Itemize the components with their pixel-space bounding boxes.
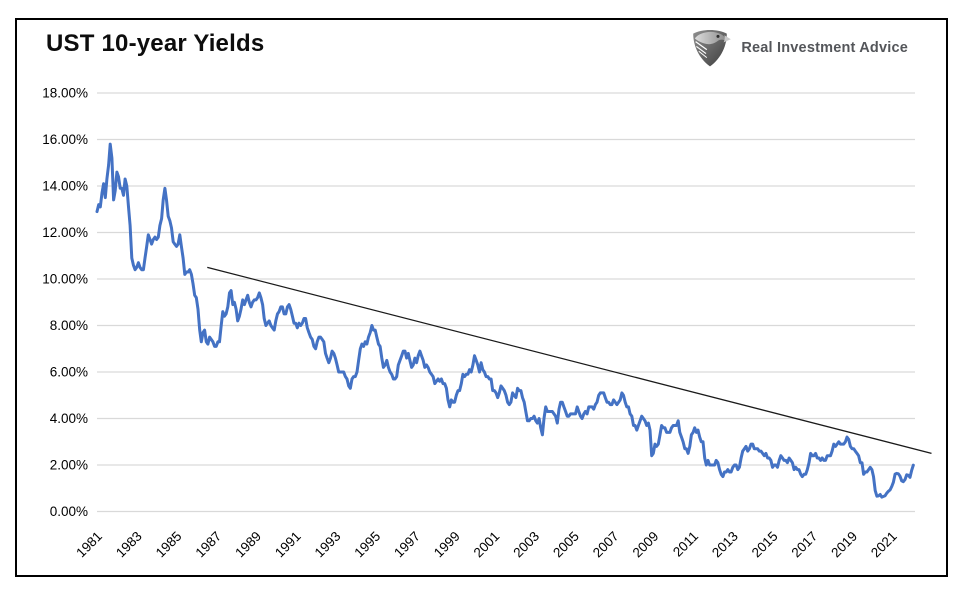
x-axis-tick-label: 2005 [550, 529, 582, 561]
x-axis-tick-label: 1999 [431, 529, 463, 561]
y-axis-tick-label: 0.00% [50, 504, 88, 519]
x-axis-tick-label: 1993 [312, 529, 344, 561]
chart-frame [15, 18, 948, 577]
x-axis-tick-label: 2011 [670, 529, 701, 560]
x-axis-tick-label: 1981 [73, 529, 105, 561]
x-axis-tick-label: 2007 [590, 529, 622, 561]
x-axis-tick-label: 2013 [709, 529, 741, 561]
x-axis-tick-label: 1989 [232, 529, 264, 561]
x-axis-tick-label: 2017 [789, 529, 821, 561]
eagle-shield-icon [689, 28, 732, 68]
x-axis-tick-label: 1991 [272, 529, 304, 561]
y-axis-tick-label: 18.00% [42, 86, 88, 101]
x-axis-tick-label: 2009 [630, 529, 662, 561]
x-axis-tick-label: 2001 [471, 529, 503, 561]
y-axis-tick-label: 6.00% [50, 365, 88, 380]
yield-line [95, 142, 915, 499]
x-axis-tick-label: 2003 [510, 529, 542, 561]
x-axis-tick-label: 1987 [192, 529, 224, 561]
y-axis-tick-label: 16.00% [42, 132, 88, 147]
x-axis-tick-label: 1985 [153, 529, 185, 561]
x-axis-tick-label: 1995 [351, 529, 383, 561]
x-axis-tick-label: 2015 [749, 529, 781, 561]
chart-title: UST 10-year Yields [46, 30, 265, 57]
y-axis-tick-label: 8.00% [50, 318, 88, 333]
x-axis-tick-label: 2019 [828, 529, 860, 561]
logo-text: Real Investment Advice [741, 40, 908, 56]
trendline [207, 266, 932, 455]
x-axis-tick-label: 1983 [113, 529, 145, 561]
y-axis-tick-label: 4.00% [50, 411, 88, 426]
y-axis-tick-label: 12.00% [42, 225, 88, 240]
y-axis-tick-label: 14.00% [42, 179, 88, 194]
y-axis-tick-label: 2.00% [50, 458, 88, 473]
logo: Real Investment Advice [689, 28, 908, 68]
x-axis-tick-label: 1997 [391, 529, 423, 561]
y-axis-tick-label: 10.00% [42, 272, 88, 287]
x-axis-tick-label: 2021 [868, 529, 900, 561]
